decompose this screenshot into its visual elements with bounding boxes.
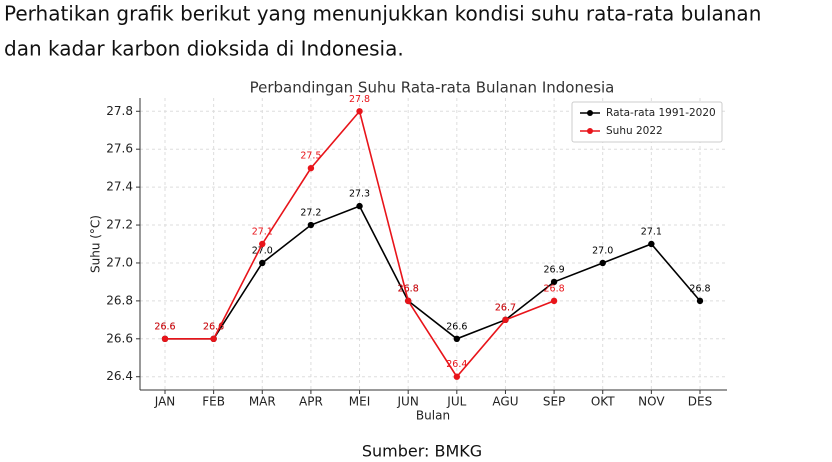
data-point <box>453 335 461 343</box>
legend-marker <box>587 128 593 134</box>
x-tick-label: DES <box>688 395 712 409</box>
data-point <box>307 164 315 172</box>
data-label: 27.1 <box>252 227 273 238</box>
x-tick-label: JUL <box>446 395 466 409</box>
y-tick-label: 26.4 <box>106 369 133 383</box>
data-label: 26.7 <box>495 302 516 313</box>
data-point <box>502 316 509 324</box>
x-tick-label: JUN <box>397 395 419 409</box>
data-label: 26.6 <box>154 321 175 332</box>
legend-box <box>571 101 723 143</box>
y-tick-label: 27.0 <box>106 255 133 269</box>
data-point <box>356 202 363 210</box>
data-point <box>259 240 266 248</box>
data-label: 26.6 <box>203 321 224 332</box>
legend-label: Suhu 2022 <box>606 125 663 137</box>
x-tick-label: MAR <box>249 395 276 409</box>
series-line <box>165 205 701 340</box>
y-tick-label: 26.6 <box>106 331 133 345</box>
x-axis-label: Bulan <box>416 409 450 423</box>
data-point <box>259 259 266 267</box>
data-label: 27.5 <box>300 151 321 162</box>
data-label: 26.4 <box>446 359 467 370</box>
x-tick-label: OKT <box>591 395 615 409</box>
y-axis-label: Suhu (°C) <box>89 215 103 273</box>
data-label: 27.1 <box>641 227 662 238</box>
y-tick-label: 27.8 <box>106 104 133 118</box>
data-label: 26.9 <box>544 264 565 275</box>
data-label: 26.8 <box>398 283 419 294</box>
data-label: 27.8 <box>349 94 370 105</box>
y-tick-label: 27.4 <box>106 180 133 194</box>
data-point <box>696 297 704 305</box>
y-tick-label: 26.8 <box>106 293 133 307</box>
data-point <box>161 335 169 343</box>
data-label: 26.6 <box>154 321 175 332</box>
x-tick-label: JAN <box>154 395 176 409</box>
intro-line: dan kadar karbon dioksida di Indonesia. <box>4 37 404 61</box>
y-tick-label: 27.2 <box>106 218 133 232</box>
data-point <box>550 297 558 305</box>
data-point <box>210 335 217 343</box>
data-point <box>599 259 606 267</box>
data-point <box>404 297 412 305</box>
legend-marker <box>587 110 593 116</box>
y-tick-label: 27.6 <box>106 142 133 156</box>
chart-title: Perbandingan Suhu Rata-rata Bulanan Indo… <box>250 79 615 97</box>
data-label: 27.0 <box>592 245 613 256</box>
data-label: 26.7 <box>495 302 516 313</box>
data-label: 27.3 <box>349 189 370 200</box>
x-tick-label: MEI <box>349 395 370 409</box>
data-label: 26.8 <box>689 283 710 294</box>
data-label: 26.8 <box>544 283 565 294</box>
legend-label: Rata-rata 1991-2020 <box>606 107 716 119</box>
data-label: 27.2 <box>300 208 321 219</box>
x-tick-label: FEB <box>202 395 225 409</box>
source: Sumber: BMKG <box>362 442 482 461</box>
x-tick-label: SEP <box>543 395 565 409</box>
data-label: 27.0 <box>252 245 273 256</box>
data-point <box>550 278 558 286</box>
x-tick-label: AGU <box>492 395 518 409</box>
x-tick-label: NOV <box>638 395 665 409</box>
data-point <box>356 108 363 115</box>
intro-line: Perhatikan grafik berikut yang menunjukk… <box>4 2 761 26</box>
x-tick-label: APR <box>299 395 323 409</box>
data-point <box>453 373 461 380</box>
data-point <box>307 221 315 229</box>
data-label: 26.8 <box>398 283 419 294</box>
data-label: 26.6 <box>446 321 467 332</box>
data-point <box>648 240 655 248</box>
data-label: 26.6 <box>203 321 224 332</box>
